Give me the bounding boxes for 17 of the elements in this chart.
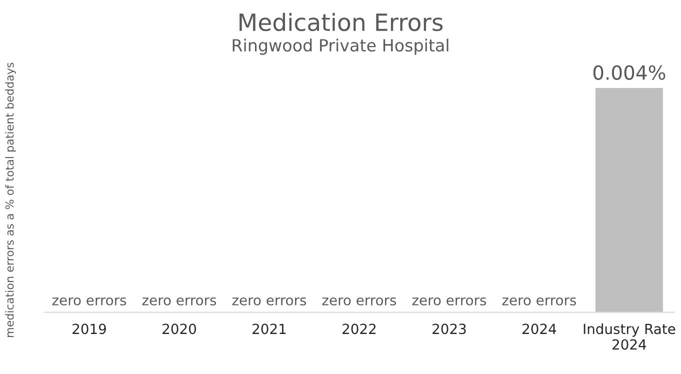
x-tick-label: 2021 <box>252 324 286 334</box>
x-tick-label: 2022 <box>342 324 376 334</box>
data-label: zero errors <box>502 297 576 306</box>
chart-subtitle: Ringwood Private Hospital <box>232 38 448 55</box>
x-tick-label: Industry Rate 2024 <box>584 323 676 350</box>
data-label: 0.004% <box>593 65 666 80</box>
data-label: zero errors <box>412 297 486 306</box>
chart-title: Medication Errors <box>240 12 443 32</box>
data-label: zero errors <box>142 297 216 306</box>
y-axis-title: medication errors as a % of total patient beddays <box>5 62 16 337</box>
x-tick-label: 2020 <box>162 324 196 334</box>
data-label: zero errors <box>52 297 126 306</box>
data-label: zero errors <box>232 297 306 306</box>
data-label: zero errors <box>322 297 396 306</box>
x-tick-label: 2024 <box>522 324 556 334</box>
x-tick-label: 2023 <box>432 324 466 334</box>
x-tick-label: 2019 <box>72 324 106 334</box>
